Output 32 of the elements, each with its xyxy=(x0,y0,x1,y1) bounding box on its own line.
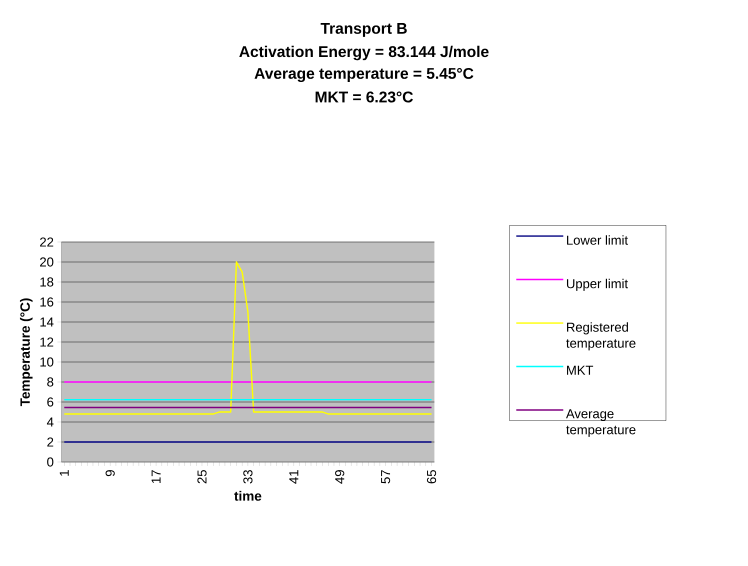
y-tick-label: 6 xyxy=(47,397,54,407)
y-tick-label: 16 xyxy=(40,297,54,307)
y-tick-label: 0 xyxy=(47,457,54,467)
x-tick-label: 41 xyxy=(289,470,298,484)
y-tick-label: 2 xyxy=(47,437,54,447)
x-tick-label: 17 xyxy=(152,470,161,484)
text: MKT = 6.23°C xyxy=(316,92,413,102)
y-tick-label: 14 xyxy=(40,318,54,326)
x-tick-label: 57 xyxy=(381,470,390,484)
y-axis-title: Temperature (°C) xyxy=(20,298,33,406)
legend-label: Lower limit xyxy=(567,235,628,245)
y-tick-label: 18 xyxy=(40,277,54,287)
x-tick-label: 9 xyxy=(106,470,115,476)
y-tick-label: 20 xyxy=(40,257,54,267)
legend-label: Upper limit xyxy=(566,278,628,291)
legend-label: Registered temperature xyxy=(566,322,636,350)
chart-title: Transport B xyxy=(320,23,407,37)
x-tick-label: 33 xyxy=(243,470,252,484)
y-tick-label: 22 xyxy=(40,237,54,247)
legend-label: MKT xyxy=(567,366,594,375)
y-tick-label: 10 xyxy=(40,357,54,367)
y-tick-label: 12 xyxy=(40,337,54,347)
x-tick-label: 1 xyxy=(60,470,69,476)
legend-label: Average temperature xyxy=(566,409,636,437)
y-tick-label: 4 xyxy=(46,418,54,426)
x-tick-label: 25 xyxy=(197,470,207,484)
y-tick-label: 8 xyxy=(47,377,54,387)
x-axis-title: time xyxy=(234,490,262,501)
text: Average temperature = 5.45°C xyxy=(254,68,474,82)
chart-subtitle: Activation Energy = 83.144 J/mole xyxy=(239,46,489,60)
x-tick-label: 65 xyxy=(426,470,436,484)
x-tick-label: 49 xyxy=(335,470,344,484)
